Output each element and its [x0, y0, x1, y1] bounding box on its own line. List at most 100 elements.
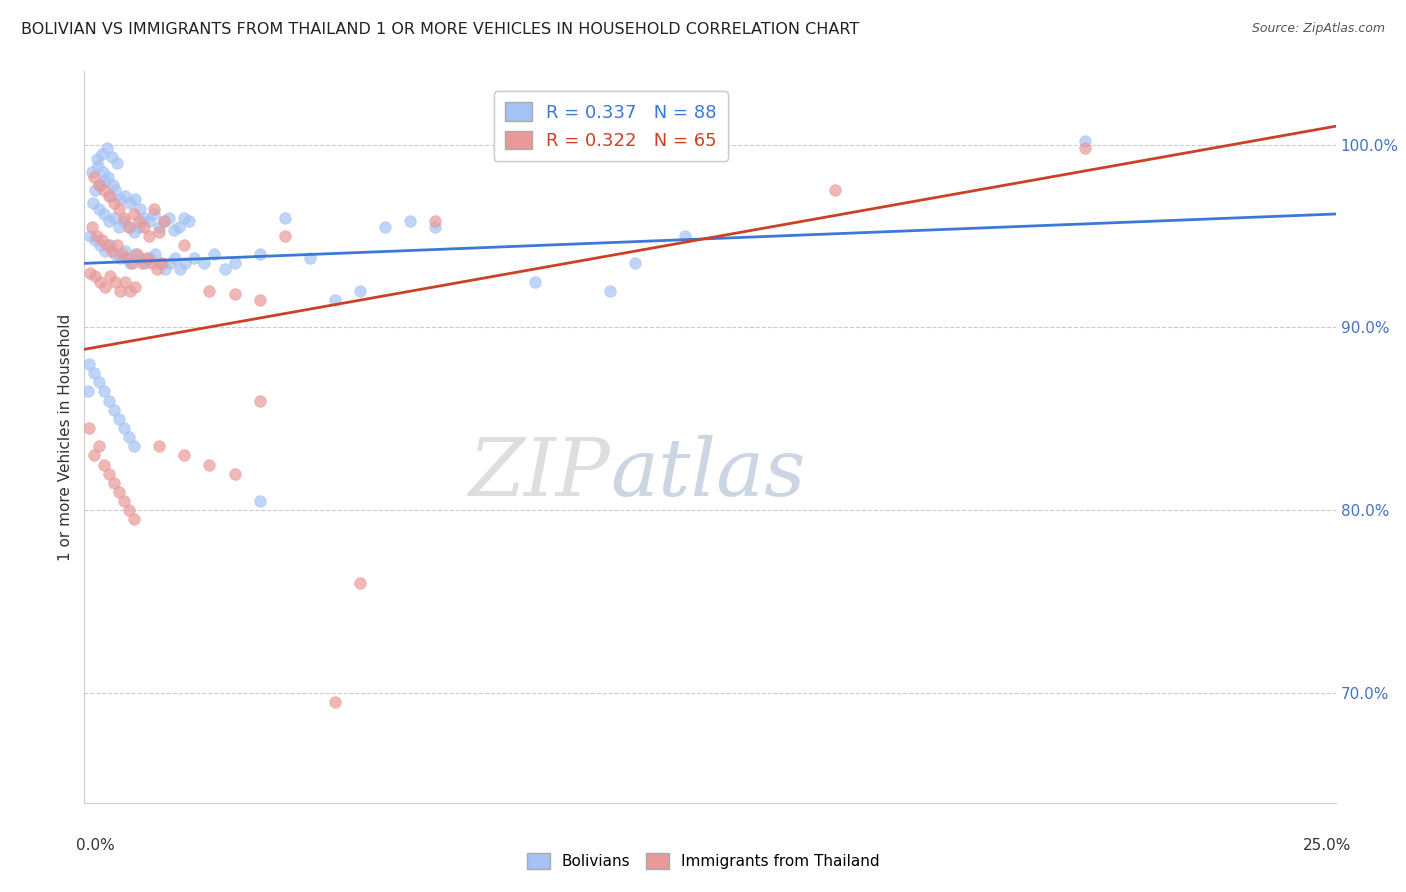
Point [139, 251, 162, 265]
Point [103, 402, 125, 417]
Point [82, 196, 104, 211]
Point [224, 467, 246, 481]
Point [104, 247, 127, 261]
Point [101, 244, 124, 258]
Point [374, 219, 396, 234]
Point [80, 165, 103, 179]
Point [398, 214, 420, 228]
Point [523, 275, 546, 289]
Point [89, 439, 111, 453]
Point [249, 393, 271, 408]
Point [198, 284, 221, 298]
Point [134, 219, 156, 234]
Point [193, 256, 215, 270]
Point [93, 183, 115, 197]
Point [174, 256, 197, 270]
Y-axis label: 1 or more Vehicles in Household: 1 or more Vehicles in Household [58, 313, 73, 561]
Point [87, 160, 110, 174]
Point [98, 188, 121, 202]
Point [423, 219, 446, 234]
Point [112, 214, 135, 228]
Point [150, 256, 173, 270]
Point [103, 178, 125, 192]
Point [1074, 141, 1097, 155]
Point [83, 366, 105, 380]
Point [198, 458, 221, 472]
Legend: R = 0.337   N = 88, R = 0.322   N = 65: R = 0.337 N = 88, R = 0.322 N = 65 [494, 91, 728, 161]
Point [163, 223, 186, 237]
Point [83, 448, 105, 462]
Point [114, 275, 136, 289]
Point [100, 238, 122, 252]
Point [155, 261, 177, 276]
Point [94, 244, 117, 258]
Point [124, 439, 146, 453]
Point [224, 287, 246, 301]
Point [86, 152, 108, 166]
Point [79, 228, 101, 243]
Point [101, 150, 124, 164]
Point [129, 202, 152, 216]
Point [98, 393, 121, 408]
Point [84, 183, 107, 197]
Point [214, 261, 236, 276]
Point [121, 256, 143, 270]
Point [100, 188, 122, 202]
Point [423, 214, 446, 228]
Text: 0.0%: 0.0% [76, 838, 115, 854]
Point [128, 214, 150, 228]
Point [100, 269, 122, 284]
Point [79, 265, 101, 279]
Point [90, 233, 112, 247]
Point [79, 357, 101, 371]
Point [124, 207, 146, 221]
Point [146, 261, 169, 276]
Point [124, 192, 146, 206]
Point [128, 219, 150, 234]
Point [79, 421, 101, 435]
Point [173, 238, 195, 252]
Point [148, 439, 170, 453]
Point [149, 256, 172, 270]
Point [159, 211, 181, 225]
Point [204, 247, 226, 261]
Point [165, 251, 187, 265]
Point [105, 238, 128, 252]
Point [124, 512, 146, 526]
Point [89, 178, 111, 192]
Point [599, 284, 621, 298]
Point [118, 219, 141, 234]
Point [1074, 134, 1097, 148]
Point [143, 207, 166, 221]
Point [145, 247, 167, 261]
Point [112, 421, 135, 435]
Point [148, 219, 170, 234]
Point [108, 219, 131, 234]
Point [93, 458, 115, 472]
Point [110, 284, 132, 298]
Point [80, 219, 103, 234]
Point [118, 219, 141, 234]
Point [173, 448, 195, 462]
Point [134, 211, 156, 225]
Point [84, 233, 107, 247]
Point [120, 196, 142, 211]
Point [224, 256, 246, 270]
Point [131, 256, 153, 270]
Point [108, 202, 131, 216]
Point [120, 256, 142, 270]
Point [323, 695, 346, 709]
Point [86, 228, 108, 243]
Point [273, 211, 295, 225]
Point [93, 165, 115, 179]
Point [83, 170, 105, 185]
Point [93, 384, 115, 399]
Point [104, 183, 127, 197]
Point [94, 280, 117, 294]
Point [249, 247, 271, 261]
Point [110, 251, 132, 265]
Point [89, 202, 111, 216]
Point [624, 256, 647, 270]
Text: 25.0%: 25.0% [1303, 838, 1351, 854]
Point [90, 146, 112, 161]
